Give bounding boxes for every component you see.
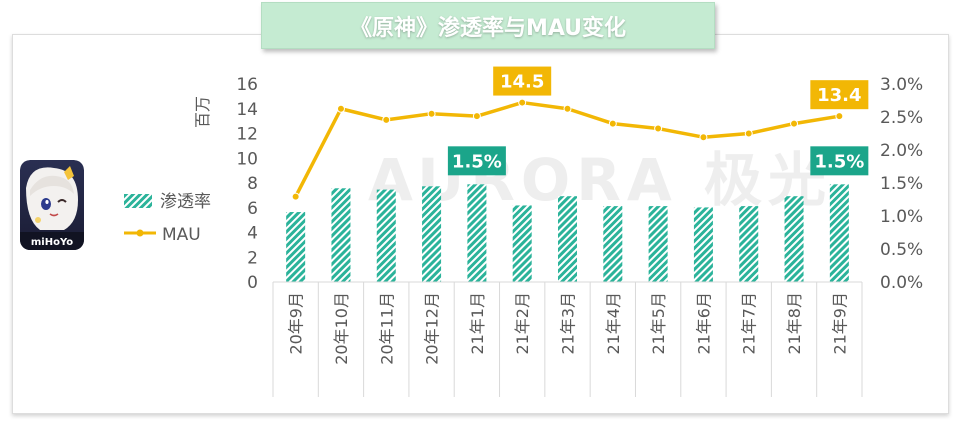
- legend-label-penetration: 渗透率: [160, 192, 211, 212]
- annotation-badge: [810, 80, 869, 110]
- category-label: 21年7月: [740, 292, 759, 355]
- left-axis-label: 百万: [193, 96, 212, 128]
- left-tick-label: 2: [247, 248, 258, 268]
- legend-swatch-bar: [124, 194, 152, 208]
- mau-point: [699, 133, 708, 142]
- category-label: 20年10月: [332, 292, 351, 365]
- right-tick-label: 0.0%: [880, 273, 923, 293]
- penetration-bar: [784, 196, 804, 282]
- right-tick-label: 1.5%: [880, 174, 923, 194]
- category-label: 21年8月: [785, 292, 804, 355]
- watermark-text: AURORA 极光: [368, 146, 832, 214]
- penetration-bar: [739, 206, 759, 282]
- chart-title: 《原神》渗透率与MAU变化: [261, 2, 715, 49]
- left-tick-label: 8: [247, 174, 258, 194]
- category-label: 21年6月: [694, 292, 713, 355]
- category-label: 20年12月: [423, 292, 442, 365]
- annotation-badge: [447, 146, 506, 176]
- mau-point: [472, 112, 481, 121]
- penetration-bar: [829, 184, 849, 282]
- mau-point: [608, 119, 617, 128]
- mau-point: [835, 112, 844, 121]
- annotation-label: 14.5: [500, 72, 544, 93]
- category-label: 21年3月: [559, 292, 578, 355]
- penetration-bar: [422, 186, 442, 282]
- app-icon-label: miHoYo: [31, 237, 73, 248]
- genshin-character-icon: miHoYo: [20, 160, 84, 250]
- penetration-bar: [603, 206, 623, 282]
- right-tick-label: 2.5%: [880, 108, 923, 128]
- mau-point: [336, 104, 345, 113]
- mau-point: [563, 104, 572, 113]
- penetration-bar: [648, 206, 668, 282]
- penetration-bar: [512, 205, 532, 282]
- left-tick-label: 14: [236, 100, 258, 120]
- right-tick-label: 0.5%: [880, 240, 923, 260]
- mau-point: [654, 124, 663, 133]
- mau-point: [744, 129, 753, 138]
- mau-point: [382, 115, 391, 124]
- penetration-bar: [376, 189, 396, 282]
- category-label: 21年1月: [468, 292, 487, 355]
- annotation-label: 1.5%: [814, 151, 864, 172]
- mau-point: [790, 119, 799, 128]
- category-label: 20年9月: [287, 292, 306, 355]
- mau-point: [291, 192, 300, 201]
- category-label: 21年2月: [513, 292, 532, 355]
- penetration-bar: [693, 207, 713, 282]
- annotation-label: 13.4: [817, 85, 861, 106]
- left-tick-label: 16: [236, 75, 258, 95]
- left-tick-label: 6: [247, 199, 258, 219]
- mau-point: [427, 109, 436, 118]
- category-label: 20年11月: [377, 292, 396, 365]
- category-label: 21年5月: [649, 292, 668, 355]
- annotation-label: 1.5%: [452, 151, 502, 172]
- left-tick-label: 0: [247, 273, 258, 293]
- penetration-bar: [558, 196, 577, 282]
- category-label: 21年4月: [604, 292, 623, 355]
- left-tick-label: 10: [236, 149, 258, 169]
- legend-label-mau: MAU: [162, 225, 201, 245]
- legend-swatch-marker: [136, 229, 144, 237]
- penetration-bar: [286, 212, 306, 282]
- left-tick-label: 12: [236, 125, 258, 145]
- right-tick-label: 3.0%: [880, 75, 923, 95]
- annotation-badge: [493, 66, 552, 96]
- mau-point: [518, 98, 527, 107]
- right-tick-label: 2.0%: [880, 141, 923, 161]
- app-icon: miHoYo: [20, 160, 84, 250]
- penetration-bar: [331, 188, 351, 282]
- right-tick-label: 1.0%: [880, 207, 923, 227]
- penetration-bar: [467, 184, 487, 282]
- left-tick-label: 4: [247, 224, 258, 244]
- category-label: 21年9月: [830, 292, 849, 355]
- annotation-badge: [810, 146, 869, 176]
